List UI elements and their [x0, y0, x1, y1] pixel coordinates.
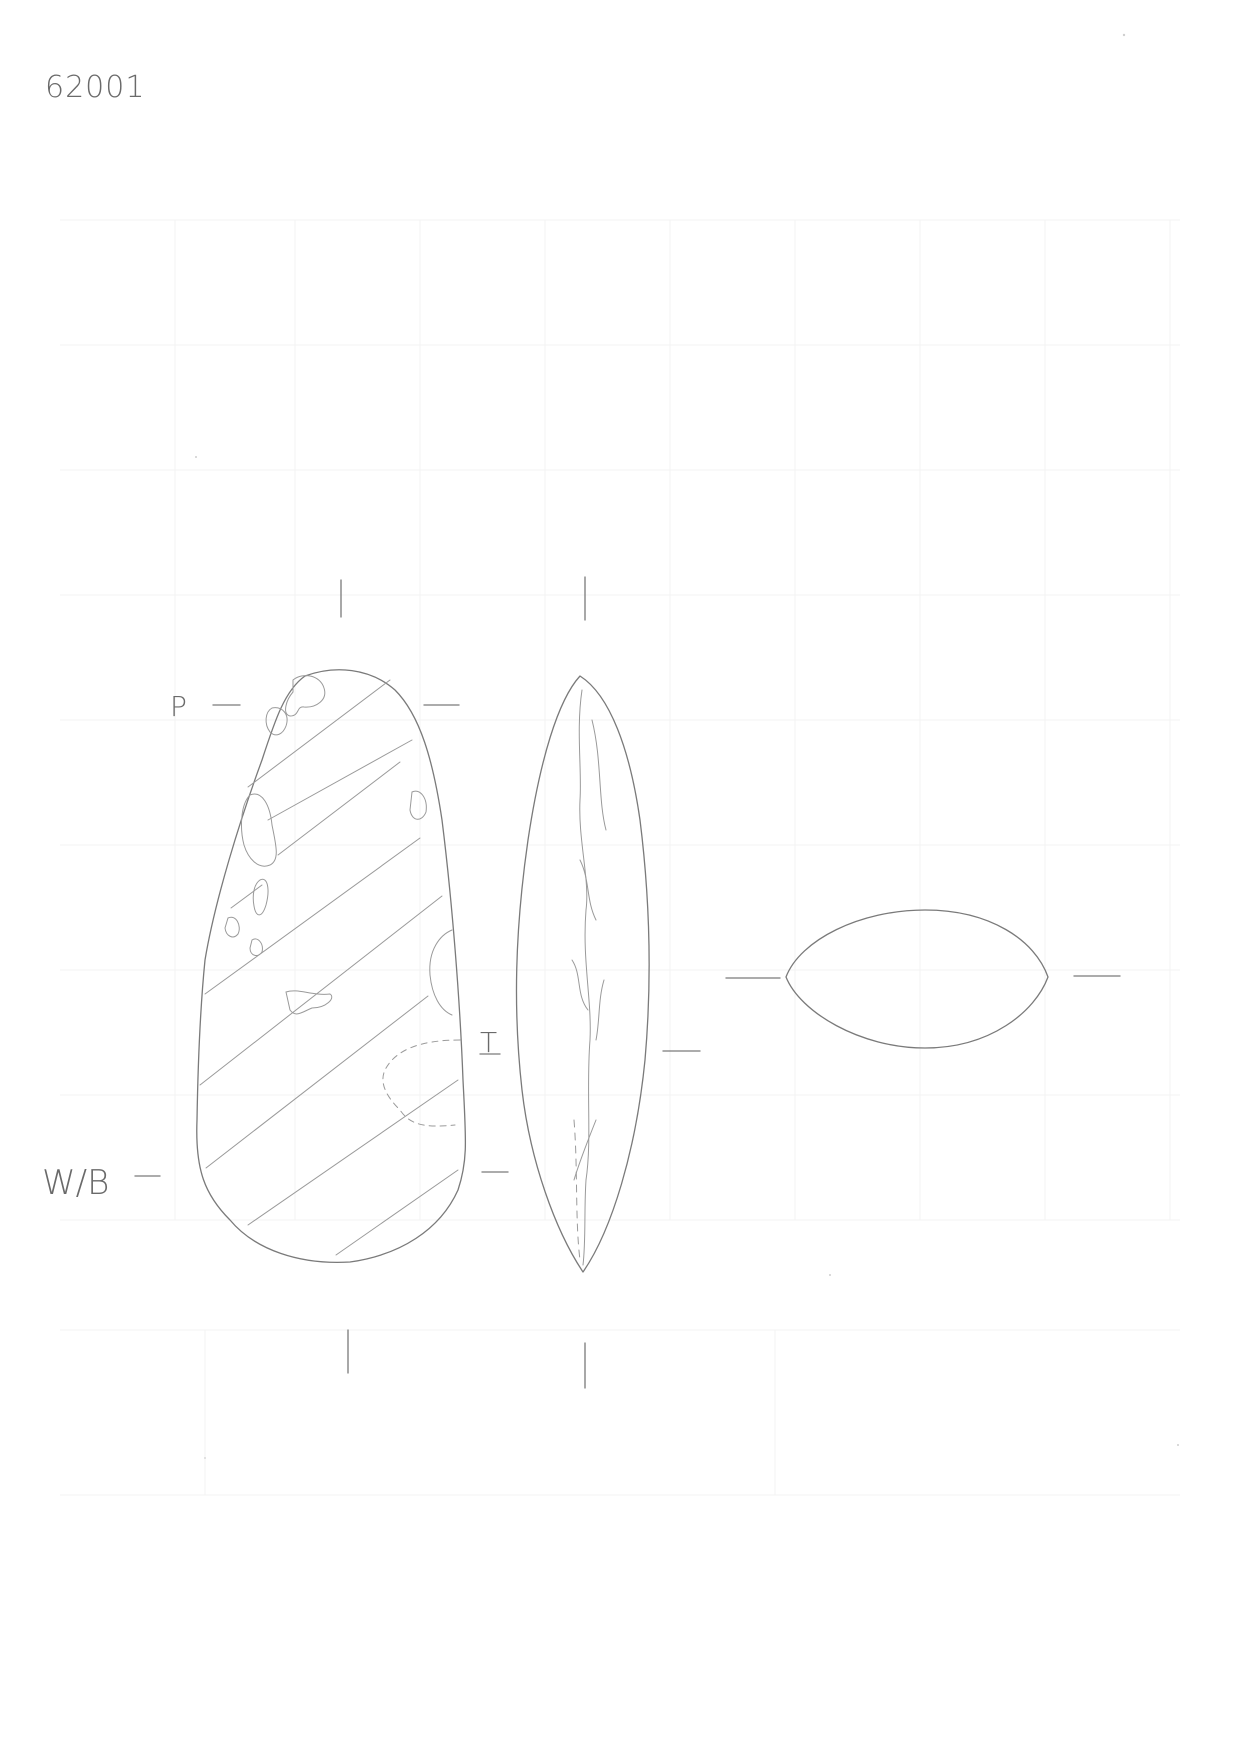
- section-outline: [785, 909, 1049, 1049]
- width-breadth-label: W/B: [42, 1163, 109, 1203]
- pencil-specks: [195, 33, 1179, 1459]
- side-view: T: [479, 576, 701, 1389]
- cortex-patch: [285, 990, 333, 1015]
- side-scar: [571, 959, 589, 1011]
- cortex-patch: [252, 878, 269, 916]
- side-scar: [579, 859, 597, 921]
- face-view: P W/B: [42, 579, 509, 1374]
- side-ridge: [578, 689, 591, 1266]
- hatching: [199, 679, 459, 1256]
- cross-section: [725, 909, 1121, 1049]
- side-ridge-dashed: [573, 1119, 581, 1261]
- thickness-label: T: [480, 1026, 497, 1059]
- side-scar: [595, 979, 605, 1041]
- cortex-patch: [241, 793, 277, 867]
- catalogue-number: 62001: [45, 70, 145, 105]
- axe-outline: [196, 669, 467, 1264]
- cortex-patch: [409, 790, 427, 820]
- side-outline: [515, 675, 650, 1273]
- side-scar: [573, 1119, 597, 1181]
- cortex-patch: [429, 929, 453, 1016]
- proximal-label: P: [170, 690, 187, 723]
- show-through-grid: [60, 219, 1180, 1496]
- cortex-patch: [285, 675, 326, 717]
- flake-scar: [382, 1039, 461, 1127]
- side-scar: [591, 719, 607, 831]
- cortex-patch: [249, 938, 263, 956]
- cortex-patch: [265, 707, 288, 736]
- cortex-patch: [224, 916, 240, 938]
